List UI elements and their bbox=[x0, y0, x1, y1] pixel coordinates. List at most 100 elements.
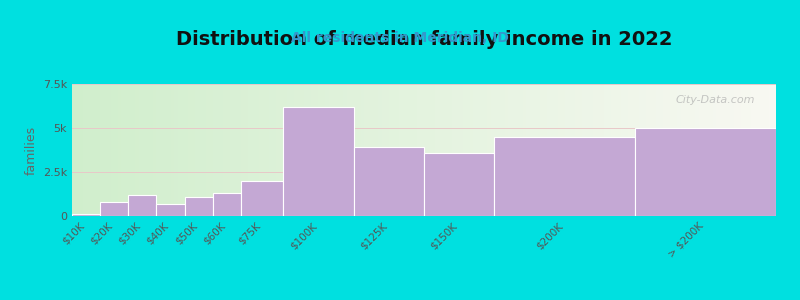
Bar bbox=[713, 84, 716, 216]
Bar bbox=[462, 84, 466, 216]
Bar bbox=[691, 84, 695, 216]
Bar bbox=[163, 84, 167, 216]
Bar bbox=[586, 84, 590, 216]
Bar bbox=[769, 84, 773, 216]
Bar bbox=[255, 84, 258, 216]
Bar bbox=[283, 84, 286, 216]
Bar bbox=[346, 84, 350, 216]
Bar bbox=[241, 181, 283, 216]
Bar bbox=[128, 84, 132, 216]
Bar bbox=[477, 84, 480, 216]
Bar bbox=[522, 84, 526, 216]
Bar bbox=[723, 84, 726, 216]
Bar bbox=[82, 84, 86, 216]
Bar bbox=[167, 84, 170, 216]
Bar bbox=[438, 84, 442, 216]
Bar bbox=[100, 202, 128, 216]
Bar bbox=[157, 84, 160, 216]
Bar bbox=[734, 84, 738, 216]
Bar bbox=[213, 193, 241, 216]
Bar bbox=[575, 84, 579, 216]
Bar bbox=[181, 84, 185, 216]
Bar bbox=[399, 84, 403, 216]
Bar bbox=[449, 84, 452, 216]
Bar bbox=[568, 84, 572, 216]
Bar bbox=[635, 128, 776, 216]
Bar bbox=[491, 84, 494, 216]
Bar bbox=[565, 84, 568, 216]
Bar bbox=[329, 84, 333, 216]
Bar bbox=[139, 84, 142, 216]
Bar bbox=[227, 84, 230, 216]
Text: City-Data.com: City-Data.com bbox=[675, 94, 755, 105]
Bar bbox=[90, 84, 93, 216]
Bar bbox=[660, 84, 663, 216]
Bar bbox=[125, 84, 128, 216]
Bar bbox=[110, 84, 114, 216]
Bar bbox=[128, 195, 157, 216]
Bar bbox=[258, 84, 262, 216]
Bar bbox=[505, 84, 509, 216]
Bar bbox=[122, 84, 125, 216]
Bar bbox=[185, 84, 188, 216]
Bar bbox=[603, 84, 607, 216]
Bar bbox=[632, 84, 635, 216]
Bar bbox=[220, 84, 223, 216]
Bar bbox=[558, 84, 562, 216]
Bar bbox=[635, 84, 638, 216]
Bar bbox=[653, 84, 656, 216]
Bar bbox=[674, 84, 678, 216]
Bar bbox=[301, 84, 304, 216]
Bar bbox=[698, 84, 702, 216]
Bar bbox=[628, 84, 632, 216]
Bar bbox=[311, 84, 315, 216]
Bar bbox=[343, 84, 346, 216]
Bar bbox=[618, 84, 621, 216]
Bar bbox=[494, 137, 635, 216]
Bar bbox=[234, 84, 238, 216]
Bar bbox=[582, 84, 586, 216]
Bar bbox=[361, 84, 364, 216]
Bar bbox=[417, 84, 421, 216]
Bar bbox=[597, 84, 600, 216]
Bar bbox=[663, 84, 667, 216]
Bar bbox=[336, 84, 339, 216]
Bar bbox=[755, 84, 758, 216]
Bar bbox=[494, 84, 498, 216]
Bar bbox=[590, 84, 593, 216]
Bar bbox=[132, 84, 135, 216]
Bar bbox=[308, 84, 311, 216]
Bar bbox=[600, 84, 603, 216]
Bar bbox=[72, 84, 75, 216]
Bar bbox=[758, 84, 762, 216]
Bar bbox=[762, 84, 766, 216]
Bar bbox=[459, 84, 462, 216]
Bar bbox=[188, 84, 192, 216]
Bar bbox=[667, 84, 670, 216]
Bar bbox=[304, 84, 308, 216]
Bar bbox=[650, 84, 653, 216]
Bar bbox=[720, 84, 723, 216]
Bar bbox=[364, 84, 368, 216]
Bar bbox=[114, 84, 118, 216]
Bar bbox=[79, 84, 82, 216]
Bar bbox=[519, 84, 522, 216]
Bar bbox=[230, 84, 234, 216]
Bar bbox=[716, 84, 720, 216]
Bar bbox=[625, 84, 628, 216]
Bar bbox=[315, 84, 318, 216]
Bar bbox=[97, 84, 100, 216]
Bar bbox=[185, 196, 213, 216]
Bar bbox=[170, 84, 174, 216]
Bar bbox=[688, 84, 691, 216]
Bar bbox=[466, 84, 470, 216]
Bar bbox=[480, 84, 484, 216]
Bar bbox=[153, 84, 157, 216]
Bar bbox=[607, 84, 610, 216]
Bar bbox=[392, 84, 396, 216]
Bar bbox=[470, 84, 474, 216]
Bar bbox=[456, 84, 459, 216]
Bar bbox=[741, 84, 744, 216]
Bar bbox=[678, 84, 681, 216]
Bar bbox=[339, 84, 343, 216]
